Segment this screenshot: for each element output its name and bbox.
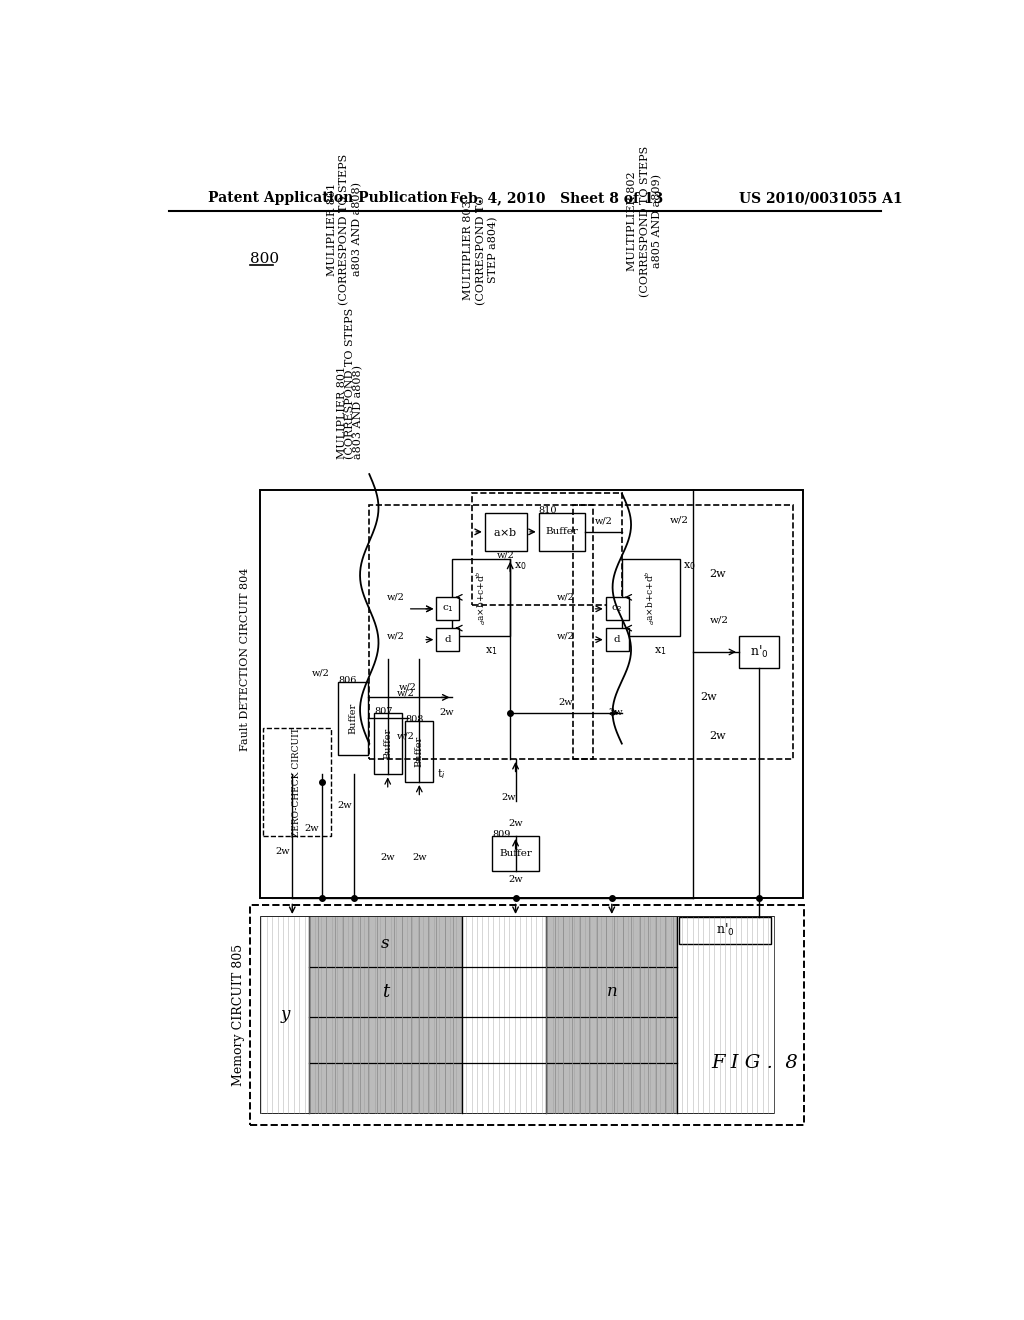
- Text: 809: 809: [493, 830, 511, 840]
- Text: w/2: w/2: [670, 516, 688, 525]
- Text: x$_0$: x$_0$: [514, 561, 526, 573]
- Bar: [260, 490, 803, 898]
- Bar: [339, 682, 368, 755]
- Bar: [605, 628, 629, 651]
- Text: w/2: w/2: [398, 682, 417, 692]
- Text: x$_0$: x$_0$: [683, 561, 696, 573]
- Text: w/2: w/2: [710, 616, 729, 624]
- Bar: [370, 506, 593, 759]
- Text: w/2: w/2: [387, 593, 406, 602]
- Text: Memory CIRCUIT 805: Memory CIRCUIT 805: [231, 944, 245, 1086]
- Bar: [263, 729, 331, 836]
- Bar: [547, 917, 677, 1113]
- Text: 2w: 2w: [337, 801, 351, 809]
- Text: $_{d}$a$\times$b+c+d$^{b}$: $_{d}$a$\times$b+c+d$^{b}$: [643, 570, 657, 624]
- Text: 807: 807: [374, 708, 392, 715]
- Bar: [261, 917, 773, 1113]
- Text: MULIPLIER 801
(CORRESPOND TO STEPS
a803 AND a808): MULIPLIER 801 (CORRESPOND TO STEPS a803 …: [327, 153, 362, 305]
- Text: US 2010/0031055 A1: US 2010/0031055 A1: [739, 191, 902, 206]
- Text: w/2: w/2: [387, 631, 406, 640]
- Bar: [453, 558, 510, 636]
- Text: 2w: 2w: [710, 731, 726, 741]
- Bar: [436, 597, 460, 620]
- Text: Buffer: Buffer: [546, 528, 579, 536]
- Text: 2w: 2w: [412, 853, 427, 862]
- Text: Fault DETECTION CIRCUIT 804: Fault DETECTION CIRCUIT 804: [240, 568, 250, 751]
- Bar: [309, 917, 462, 1113]
- Bar: [539, 512, 585, 552]
- Text: w/2: w/2: [557, 593, 574, 602]
- Bar: [261, 917, 309, 1113]
- Text: 2w: 2w: [439, 709, 454, 717]
- Text: 2w: 2w: [700, 693, 717, 702]
- Text: 2w: 2w: [710, 569, 726, 579]
- Bar: [677, 917, 773, 1113]
- Bar: [250, 906, 804, 1125]
- Bar: [406, 721, 433, 781]
- Bar: [573, 506, 793, 759]
- Text: d: d: [613, 635, 621, 644]
- Text: 2w: 2w: [304, 824, 319, 833]
- Text: c$_2$: c$_2$: [611, 603, 623, 614]
- Text: 2w: 2w: [381, 853, 395, 862]
- Text: 800: 800: [250, 252, 279, 265]
- Text: ZERO-CHECK CIRCUIT: ZERO-CHECK CIRCUIT: [293, 727, 301, 837]
- Text: 2w: 2w: [558, 698, 572, 706]
- Text: n: n: [606, 983, 617, 1001]
- Bar: [472, 494, 622, 605]
- Text: Patent Application Publication: Patent Application Publication: [208, 191, 447, 206]
- Text: 808: 808: [406, 714, 424, 723]
- Bar: [622, 558, 680, 636]
- Text: Buffer: Buffer: [383, 727, 392, 759]
- Text: w/2: w/2: [397, 688, 415, 697]
- Text: s: s: [381, 936, 390, 952]
- Text: w/2: w/2: [557, 631, 574, 640]
- Text: w/2: w/2: [397, 731, 415, 741]
- Text: MULTIPLIER 802
(CORRESPOND TO STEPS
a805 AND a809): MULTIPLIER 802 (CORRESPOND TO STEPS a805…: [627, 145, 663, 297]
- Text: 806: 806: [339, 676, 356, 685]
- Text: a$\times$b: a$\times$b: [494, 525, 518, 537]
- Bar: [679, 917, 771, 944]
- Text: t: t: [382, 982, 389, 1001]
- Text: 2w: 2w: [501, 793, 515, 803]
- Text: (CORRESPOND TO STEPS: (CORRESPOND TO STEPS: [345, 308, 355, 459]
- Text: w/2: w/2: [311, 668, 330, 677]
- Text: MULIPLIER 801: MULIPLIER 801: [337, 366, 347, 459]
- Text: n'$_0$: n'$_0$: [750, 644, 768, 660]
- Text: 810: 810: [539, 506, 557, 515]
- Bar: [493, 836, 539, 871]
- Text: y: y: [281, 1006, 290, 1023]
- Bar: [374, 713, 401, 775]
- Text: 2w: 2w: [608, 709, 623, 717]
- Text: 2w: 2w: [508, 820, 523, 829]
- Text: w/2: w/2: [594, 516, 612, 525]
- Bar: [605, 597, 629, 620]
- Text: c$_1$: c$_1$: [441, 603, 454, 614]
- Text: F I G .  8: F I G . 8: [711, 1055, 798, 1072]
- Text: $_{d}$a$\times$b+c+d$^{b}$: $_{d}$a$\times$b+c+d$^{b}$: [474, 570, 487, 624]
- Bar: [484, 512, 527, 552]
- Text: Feb. 4, 2010   Sheet 8 of 13: Feb. 4, 2010 Sheet 8 of 13: [451, 191, 664, 206]
- Text: Buffer: Buffer: [415, 735, 424, 767]
- Bar: [739, 636, 779, 668]
- Text: a803 AND a808): a803 AND a808): [352, 364, 362, 459]
- Text: n'$_0$: n'$_0$: [716, 921, 734, 939]
- Bar: [462, 917, 547, 1113]
- Text: Buffer: Buffer: [348, 702, 357, 734]
- Text: w/2: w/2: [497, 550, 514, 560]
- Text: 2w: 2w: [508, 875, 523, 884]
- Text: t$_i$: t$_i$: [437, 767, 445, 781]
- Text: Buffer: Buffer: [499, 849, 532, 858]
- Text: x$_1$: x$_1$: [654, 645, 667, 657]
- Text: 2w: 2w: [275, 847, 290, 855]
- Text: x$_1$: x$_1$: [484, 645, 498, 657]
- Bar: [436, 628, 460, 651]
- Text: d: d: [444, 635, 452, 644]
- Text: MULTIPLIER 803
(CORRESPOND TO
STEP a804): MULTIPLIER 803 (CORRESPOND TO STEP a804): [463, 195, 499, 305]
